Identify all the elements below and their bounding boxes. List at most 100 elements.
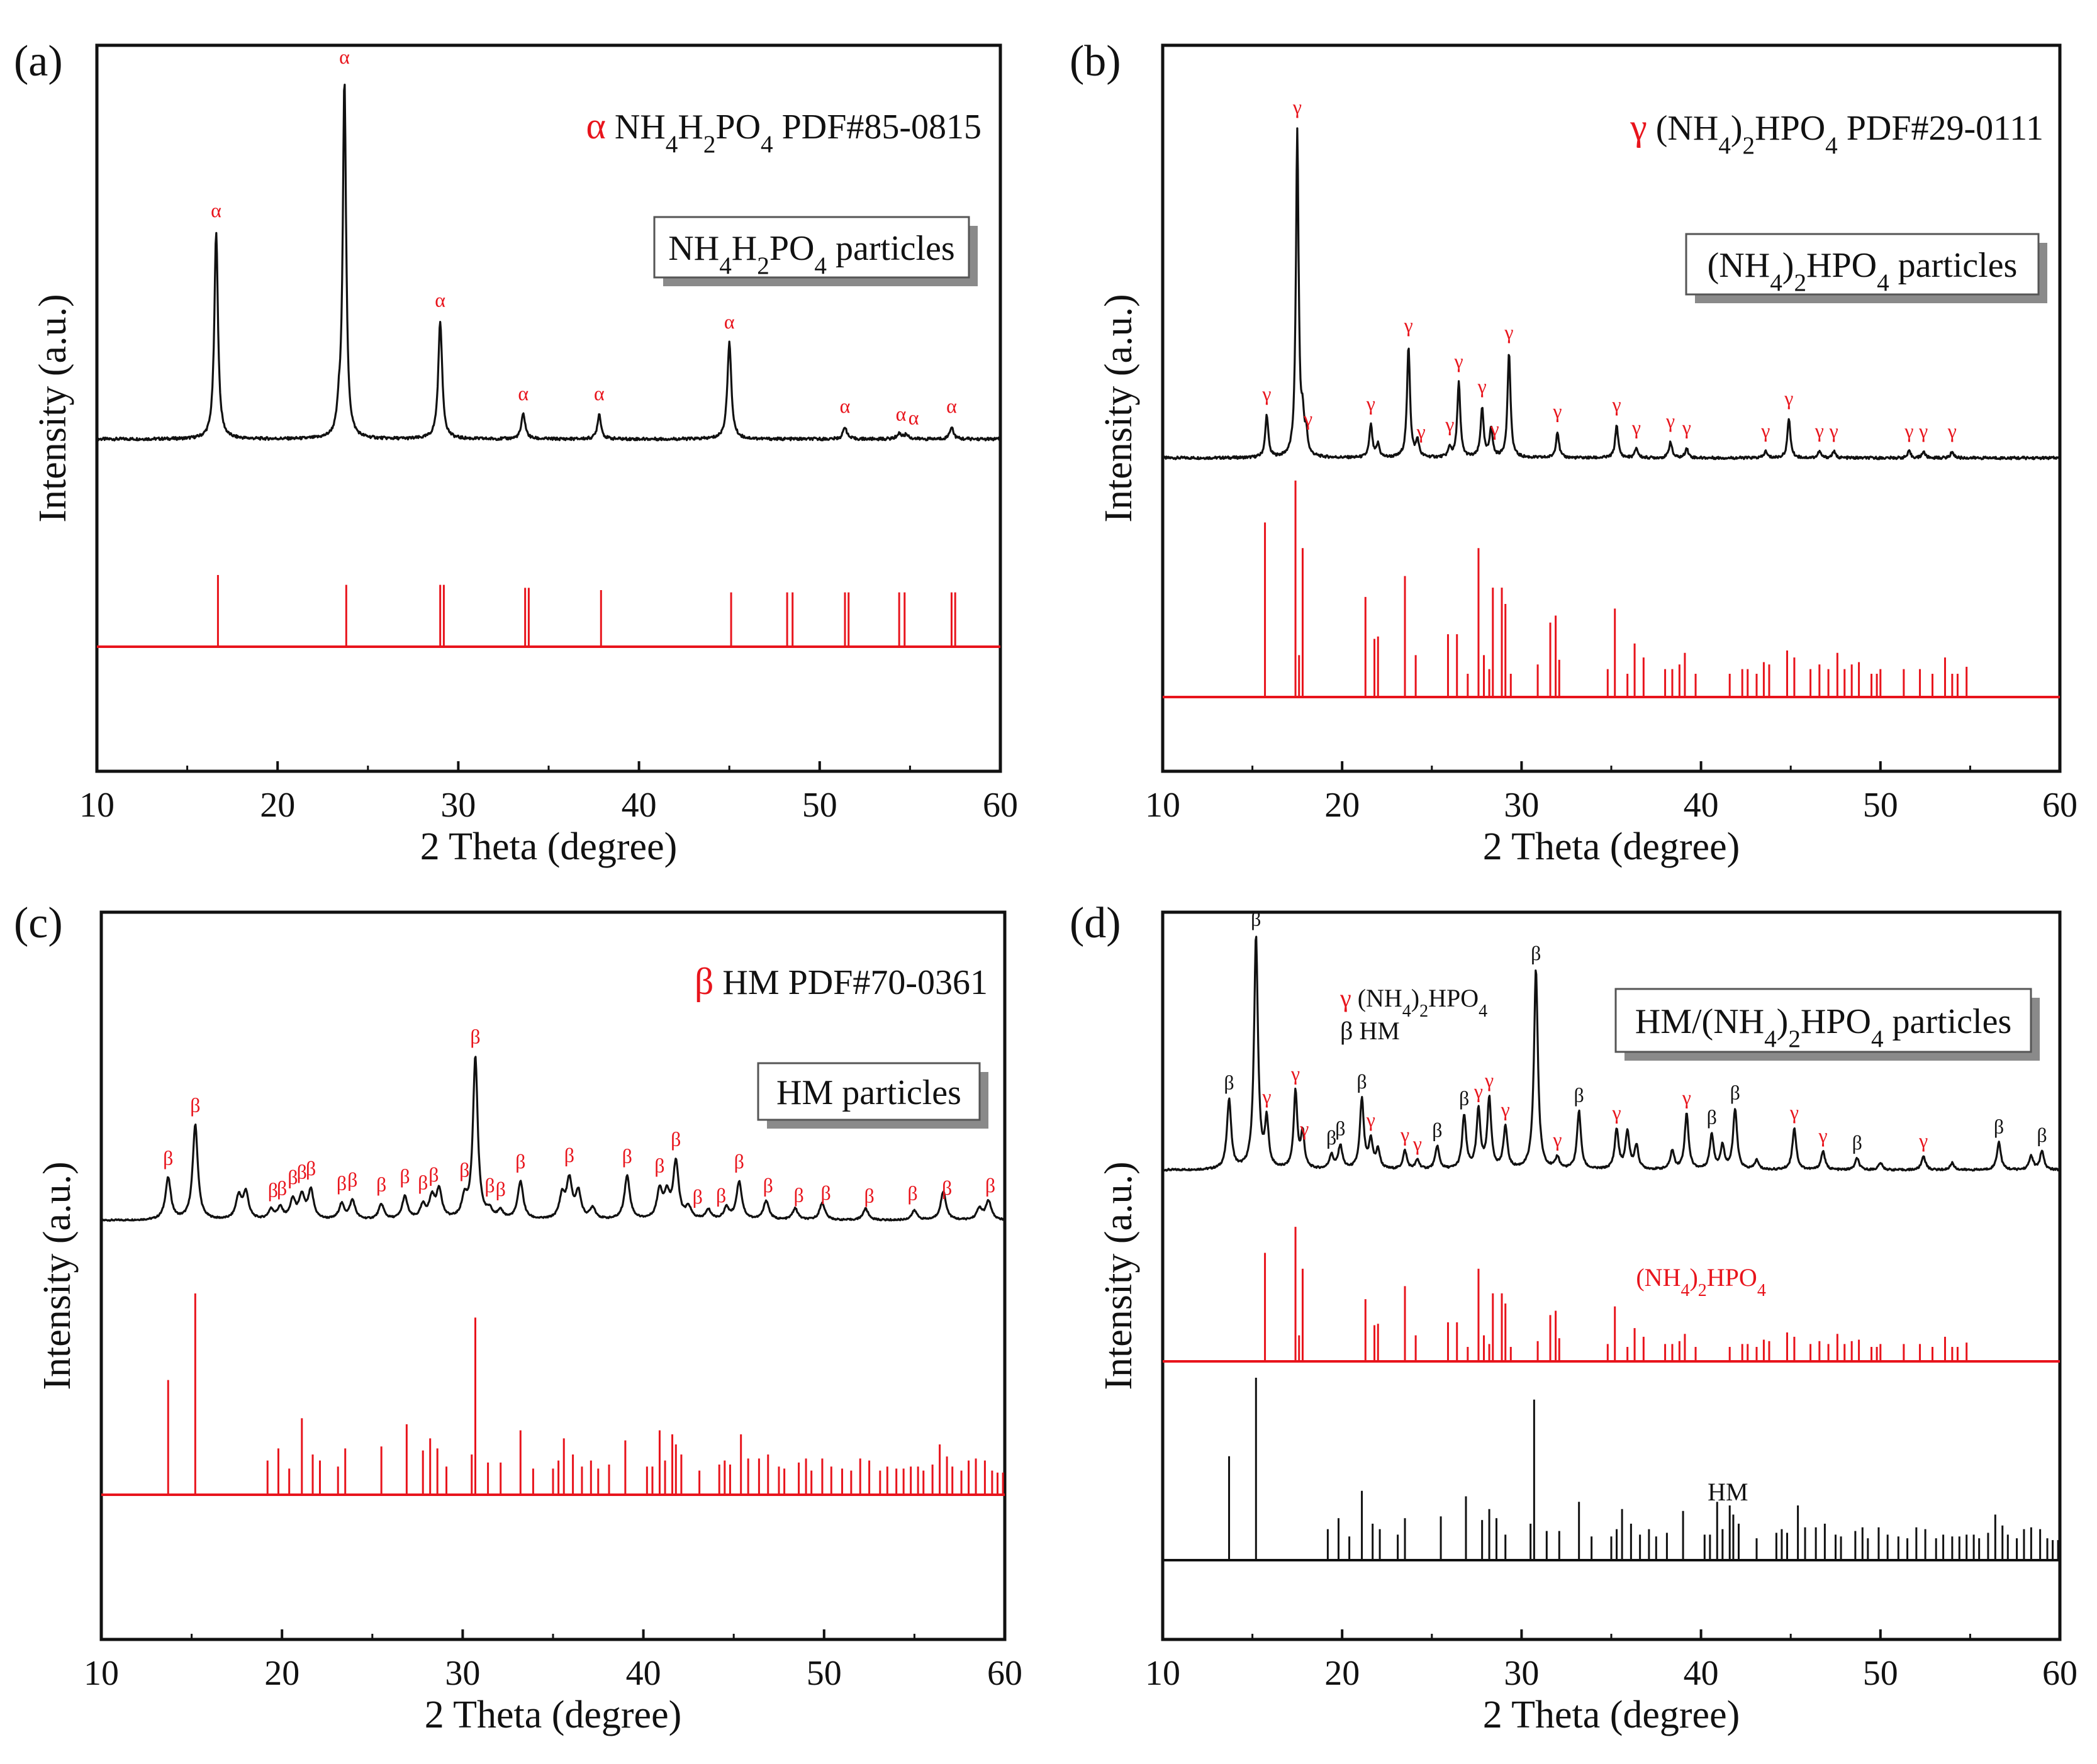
peak-label: α — [724, 310, 735, 333]
peak-label: γ — [1682, 416, 1691, 438]
peak-label: γ — [1501, 1098, 1510, 1120]
peak-label: β — [1707, 1106, 1717, 1129]
peak-label: γ — [1292, 95, 1302, 118]
peak-label: β — [190, 1093, 200, 1116]
peak-label: β — [268, 1178, 278, 1201]
phase-legend: β HM PDF#70-0361 — [695, 961, 988, 1002]
peak-label: β — [288, 1166, 298, 1188]
peak-label: β — [2037, 1124, 2047, 1146]
x-tick-label: 30 — [1504, 786, 1539, 825]
peak-label: γ — [1416, 420, 1426, 443]
peak-label: γ — [1404, 314, 1413, 337]
peak-label: γ — [1947, 420, 1957, 442]
peak-label: β — [654, 1154, 664, 1177]
panel-letter: (a) — [14, 37, 63, 86]
x-tick-label: 40 — [1684, 786, 1719, 825]
peak-label: γ — [1366, 392, 1375, 415]
peak-label: β — [277, 1177, 287, 1200]
peak-label: γ — [1611, 1101, 1621, 1124]
measured-pattern-line — [1162, 127, 2061, 461]
reference-label: HM — [1708, 1478, 1748, 1506]
peak-label: β — [484, 1174, 495, 1197]
y-axis-title: Intensity (a.u.) — [1097, 1161, 1140, 1390]
x-tick-label: 50 — [807, 1654, 842, 1693]
peak-label: γ — [1665, 410, 1675, 432]
peak-label: γ — [1818, 1124, 1827, 1147]
x-tick-label: 40 — [622, 786, 657, 825]
x-tick-label: 30 — [440, 786, 476, 825]
peak-label: γ — [1631, 416, 1641, 438]
peak-label: β — [496, 1178, 506, 1200]
x-tick-label: 30 — [1504, 1654, 1539, 1693]
sample-box — [1614, 988, 2032, 1053]
peak-label: α — [339, 45, 350, 68]
peak-label: α — [435, 289, 445, 311]
peak-label: α — [909, 406, 919, 429]
peak-label: β — [418, 1171, 428, 1194]
x-axis-title: 2 Theta (degree) — [425, 1694, 682, 1736]
peak-label: β — [693, 1185, 703, 1208]
x-tick-label: 50 — [1863, 1654, 1898, 1693]
peak-label: β — [1335, 1117, 1345, 1140]
sample-box — [757, 1062, 981, 1121]
panel-letter: (c) — [14, 899, 63, 947]
panel-a: (a) 10 20 30 40 50 60 2 Theta (degree) Intensity… — [14, 37, 1018, 868]
y-axis-title: Intensity (a.u.) — [36, 1161, 79, 1390]
y-axis-title: Intensity (a.u.) — [31, 294, 74, 522]
peak-label: γ — [1484, 1069, 1494, 1091]
x-tick-label: 20 — [264, 1654, 299, 1693]
phase-legend-line: β HM — [1340, 1017, 1400, 1045]
x-tick-label: 10 — [1145, 786, 1180, 825]
peak-label: β — [907, 1182, 917, 1205]
peak-label: β — [515, 1150, 525, 1173]
reference-pattern — [101, 1293, 1005, 1496]
y-axis-title: Intensity (a.u.) — [1097, 294, 1140, 522]
peak-label: γ — [1366, 1108, 1375, 1131]
panel-b: (b) 10 20 30 40 50 60 2 Theta (degree) Intensity… — [1070, 37, 2077, 868]
peak-label: γ — [1760, 419, 1770, 442]
peak-label: γ — [1412, 1132, 1422, 1154]
peak-label: β — [297, 1161, 307, 1183]
measured-pattern-line — [96, 84, 1002, 442]
reference-pattern: (NH4)2HPO4 — [1163, 1227, 2060, 1363]
peak-label: γ — [1261, 1085, 1271, 1108]
peak-label: γ — [1904, 419, 1913, 442]
peak-label: β — [1356, 1070, 1367, 1093]
reference-pattern — [97, 575, 1000, 648]
measured-pattern-line — [1162, 935, 2061, 1172]
peak-label: γ — [1815, 419, 1824, 442]
reference-pattern — [1163, 480, 2060, 698]
sample-box — [1685, 233, 2040, 296]
peak-label: β — [337, 1172, 347, 1195]
x-tick-label: 20 — [1324, 1654, 1360, 1693]
x-tick-label: 60 — [983, 786, 1018, 825]
peak-label: β — [1994, 1115, 2004, 1137]
peak-label: γ — [1400, 1123, 1409, 1146]
peak-label: γ — [1504, 320, 1513, 343]
peak-label: β — [942, 1176, 952, 1199]
peak-label: γ — [1454, 350, 1463, 372]
x-axis-title: 2 Theta (degree) — [1483, 1694, 1740, 1736]
peak-label: β — [1251, 907, 1261, 930]
peak-label: α — [518, 382, 528, 405]
peak-label: β — [428, 1163, 439, 1186]
peak-label: γ — [1299, 1117, 1309, 1140]
peak-label: γ — [1477, 374, 1487, 397]
panel-letter: (d) — [1070, 899, 1121, 947]
peak-label: γ — [1784, 386, 1793, 409]
x-tick-label: 40 — [1684, 1654, 1719, 1693]
peak-label: β — [163, 1146, 173, 1169]
peak-label: β — [1531, 942, 1541, 964]
peak-label: β — [470, 1025, 480, 1048]
plot-frame — [95, 43, 1002, 773]
peak-label: β — [306, 1157, 316, 1180]
x-tick-label: 60 — [2042, 786, 2077, 825]
x-tick-label: 10 — [1145, 1654, 1180, 1693]
x-tick-label: 50 — [1863, 786, 1898, 825]
peak-label: β — [1432, 1119, 1442, 1141]
x-tick-label: 50 — [802, 786, 837, 825]
peak-label: α — [896, 403, 907, 425]
peak-label: α — [594, 382, 605, 405]
peak-label: β — [1326, 1126, 1336, 1149]
reference-pattern: HM — [1163, 1378, 2060, 1561]
